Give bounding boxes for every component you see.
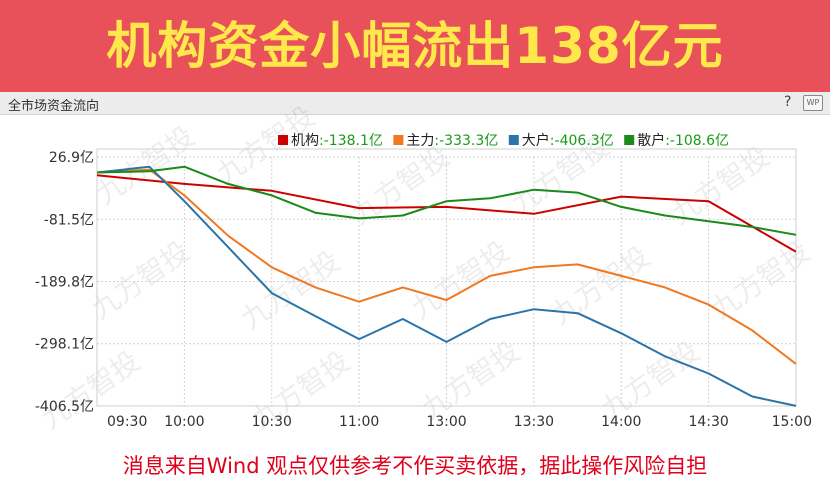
legend-swatch: [624, 135, 635, 145]
x-tick-label: 10:00: [164, 414, 204, 430]
legend-name: 主力: [406, 133, 434, 149]
headline-title: 机构资金小幅流出138亿元: [106, 17, 724, 75]
y-tick-label: -406.5亿: [35, 399, 94, 415]
help-icon[interactable]: ?: [784, 94, 792, 110]
x-tick-label: 14:30: [688, 414, 728, 430]
x-tick-label: 14:00: [601, 414, 641, 430]
y-tick-label: -298.1亿: [35, 337, 94, 353]
series-layer: [96, 165, 797, 407]
disclaimer-text: 消息来自Wind 观点仅供参考不作买卖依据，据此操作风险自担: [122, 454, 708, 478]
plot-frame: [96, 148, 797, 407]
legend-swatch: [393, 135, 404, 145]
x-tick-label: 15:00: [772, 414, 812, 430]
legend-swatch: [278, 135, 288, 145]
fund-flow-chart: 九方智投 九方智投 九方智投 九方智投 九方智投 九方智投 九方智投 九方智投 …: [35, 99, 816, 435]
series-line-1: [96, 174, 797, 253]
y-tick-label: -189.8亿: [35, 275, 94, 291]
y-tick-label: 26.9亿: [49, 150, 94, 166]
panel-title: 全市场资金流向: [8, 99, 100, 114]
legend-value: :-406.3亿: [550, 133, 614, 149]
legend-name: 机构: [291, 133, 319, 149]
y-tick-layer: 26.9亿 -81.5亿 -189.8亿 -298.1亿 -406.5亿: [35, 150, 94, 415]
wp-icon[interactable]: WP: [803, 95, 823, 111]
x-tick-label: 13:30: [514, 414, 554, 430]
series-line-3: [96, 165, 797, 407]
watermark-layer: 九方智投 九方智投 九方智投 九方智投 九方智投 九方智投 九方智投 九方智投 …: [35, 99, 816, 435]
x-tick-layer: 09:30 10:00 10:30 11:00 13:00 13:30 14:00 14:30…: [107, 414, 812, 430]
watermark-text: 九方智投: [405, 234, 516, 325]
watermark-text: 九方智投: [345, 139, 456, 230]
legend-swatch: [508, 135, 519, 145]
x-tick-label: 10:30: [252, 414, 292, 430]
series-line-4: [96, 165, 797, 236]
x-tick-label: 09:30: [107, 414, 147, 430]
headline-banner: 机构资金小幅流出138亿元: [0, 0, 830, 92]
watermark-text: 九方智投: [545, 239, 656, 330]
watermark-text: 九方智投: [415, 334, 526, 425]
legend-value: :-108.6亿: [665, 133, 729, 149]
series-line-2: [96, 168, 797, 365]
y-tick-label: -81.5亿: [44, 212, 94, 228]
plot-border: [96, 148, 797, 407]
watermark-text: 九方智投: [85, 234, 196, 325]
legend-name: 大户: [522, 132, 550, 149]
legend-value: :-138.1亿: [319, 133, 383, 149]
legend-name: 散户: [637, 132, 665, 149]
panel-header: 全市场资金流向 ? WP: [0, 92, 830, 115]
legend-value: :-333.3亿: [434, 133, 498, 149]
legend: 机构:-138.1亿 主力:-333.3亿 大户:-406.3亿 散户:-108.6亿: [278, 132, 729, 149]
watermark-text: 九方智投: [235, 244, 346, 335]
x-tick-label: 13:00: [426, 414, 466, 430]
x-tick-label: 11:00: [339, 414, 379, 430]
